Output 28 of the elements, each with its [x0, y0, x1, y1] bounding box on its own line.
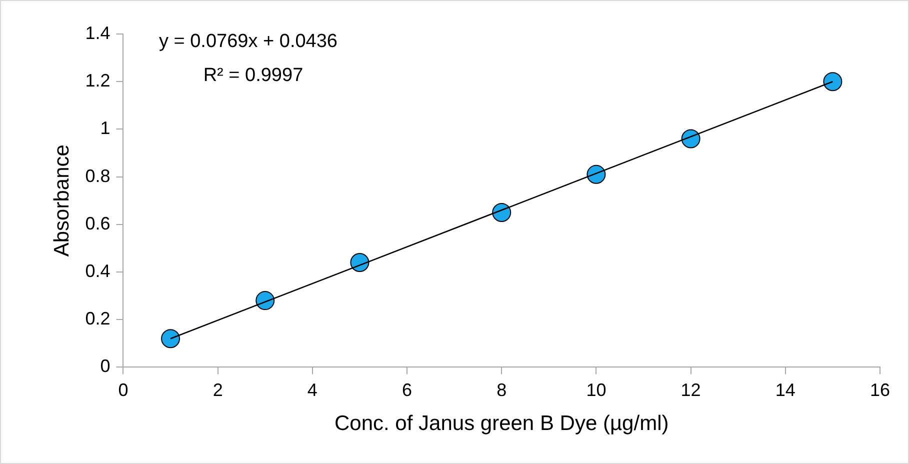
x-tick-label: 2 — [212, 380, 223, 400]
y-tick-label: 0.2 — [85, 308, 110, 329]
point — [681, 129, 700, 148]
point — [256, 291, 275, 310]
y-tick-label: 0.4 — [85, 260, 110, 281]
x-tick-label: 4 — [307, 380, 318, 400]
x-tick-label: 12 — [680, 380, 701, 400]
y-tick-label: 1.2 — [85, 70, 110, 91]
point — [586, 164, 606, 184]
x-tick-label: 14 — [775, 380, 796, 400]
x-tick-label: 16 — [870, 380, 890, 400]
y-tick-label: 1 — [100, 118, 110, 138]
x-tick-label: 10 — [586, 380, 606, 400]
point — [350, 252, 370, 272]
x-tick-label: 0 — [118, 380, 128, 400]
y-tick-label: 0 — [100, 356, 110, 376]
point — [492, 203, 512, 222]
x-axis-title: Conc. of Janus green B Dye (µg/ml) — [334, 412, 669, 436]
x-tick-label: 8 — [496, 380, 507, 400]
y-tick-label: 0.6 — [85, 213, 110, 234]
y-tick-label: 0.8 — [85, 166, 110, 186]
y-tick-label: 1.4 — [85, 22, 110, 43]
y-axis-title: Absorbance — [50, 144, 74, 257]
point — [823, 72, 842, 92]
annotation: R² = 0.9997 — [203, 65, 304, 86]
annotation: y = 0.0769x + 0.0436 — [158, 31, 338, 52]
point — [161, 329, 180, 348]
x-tick-label: 6 — [402, 380, 412, 400]
